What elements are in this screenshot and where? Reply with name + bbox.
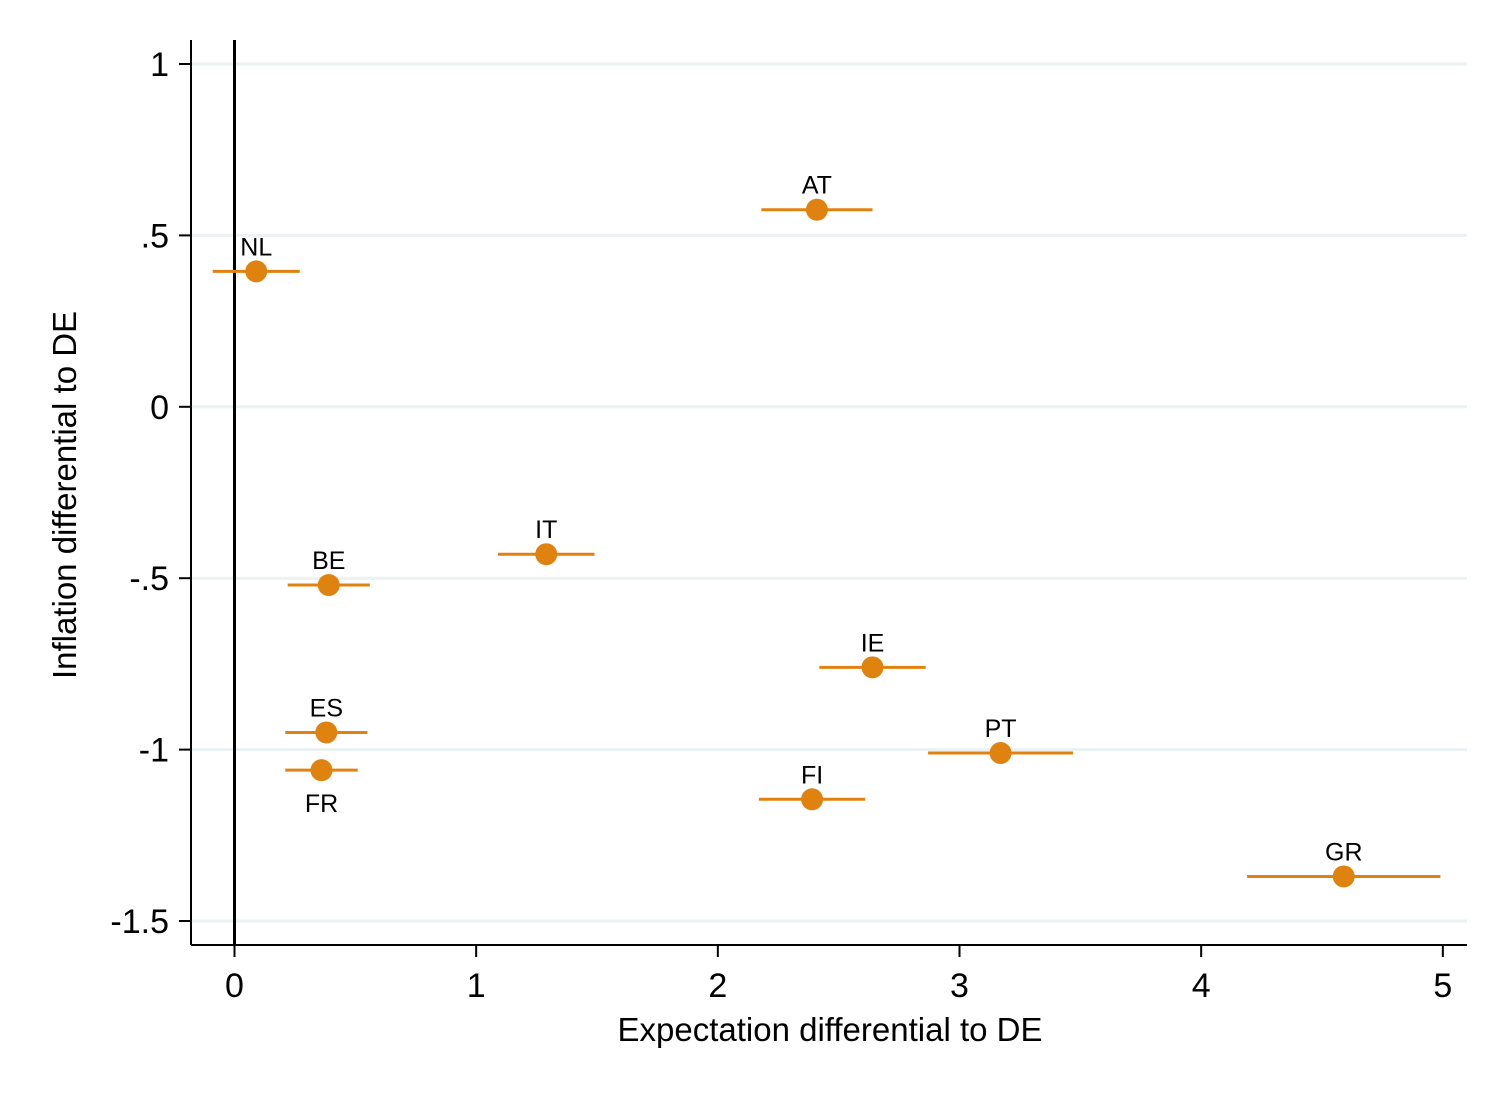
point-nl: NL bbox=[212, 233, 300, 283]
point-label: GR bbox=[1325, 838, 1363, 866]
point-pt: PT bbox=[928, 715, 1074, 765]
y-tick-label: .5 bbox=[141, 217, 169, 255]
point-label: FI bbox=[801, 761, 823, 789]
y-tick-label: -1 bbox=[139, 732, 169, 770]
axes bbox=[190, 40, 1467, 946]
ticks: 1 .5 0 -.5 -1 -1.5 0 1 2 3 4 5 bbox=[110, 46, 1452, 1005]
y-tick-label: -1.5 bbox=[110, 903, 169, 941]
point-marker bbox=[317, 574, 340, 597]
point-marker bbox=[245, 260, 268, 283]
point-label: NL bbox=[240, 233, 272, 261]
gridlines bbox=[191, 62, 1467, 923]
point-fr: FR bbox=[285, 759, 358, 818]
y-tick-label: 1 bbox=[150, 46, 169, 84]
data-series: NL AT IT BE IE ES FR PT FI GR bbox=[212, 172, 1441, 888]
x-tick-label: 3 bbox=[950, 967, 969, 1005]
point-label: BE bbox=[312, 547, 345, 575]
point-label: IE bbox=[861, 629, 885, 657]
x-tick-label: 5 bbox=[1433, 967, 1452, 1005]
point-marker bbox=[801, 788, 824, 811]
x-tick-label: 0 bbox=[225, 967, 244, 1005]
y-tick-label: 0 bbox=[150, 389, 169, 427]
point-es: ES bbox=[285, 694, 368, 744]
x-tick-label: 2 bbox=[708, 967, 727, 1005]
point-label: PT bbox=[985, 715, 1017, 743]
point-marker bbox=[805, 198, 828, 221]
point-label: FR bbox=[305, 790, 338, 818]
point-it: IT bbox=[497, 516, 595, 566]
point-marker bbox=[315, 721, 338, 744]
x-tick-label: 1 bbox=[467, 967, 486, 1005]
point-gr: GR bbox=[1247, 838, 1441, 888]
x-tick-label: 4 bbox=[1192, 967, 1211, 1005]
point-marker bbox=[310, 759, 333, 782]
point-ie: IE bbox=[819, 629, 926, 679]
y-axis-title: Inflation differential to DE bbox=[46, 311, 83, 679]
point-be: BE bbox=[287, 547, 370, 597]
point-marker bbox=[989, 742, 1012, 765]
point-marker bbox=[1332, 865, 1355, 888]
y-tick-label: -.5 bbox=[129, 560, 169, 598]
point-marker bbox=[861, 656, 884, 679]
x-axis-title: Expectation differential to DE bbox=[618, 1011, 1043, 1048]
point-label: IT bbox=[535, 516, 557, 544]
point-label: ES bbox=[310, 694, 343, 722]
point-fi: FI bbox=[758, 761, 866, 811]
point-label: AT bbox=[802, 172, 832, 200]
point-marker bbox=[535, 543, 558, 566]
point-at: AT bbox=[761, 172, 873, 221]
